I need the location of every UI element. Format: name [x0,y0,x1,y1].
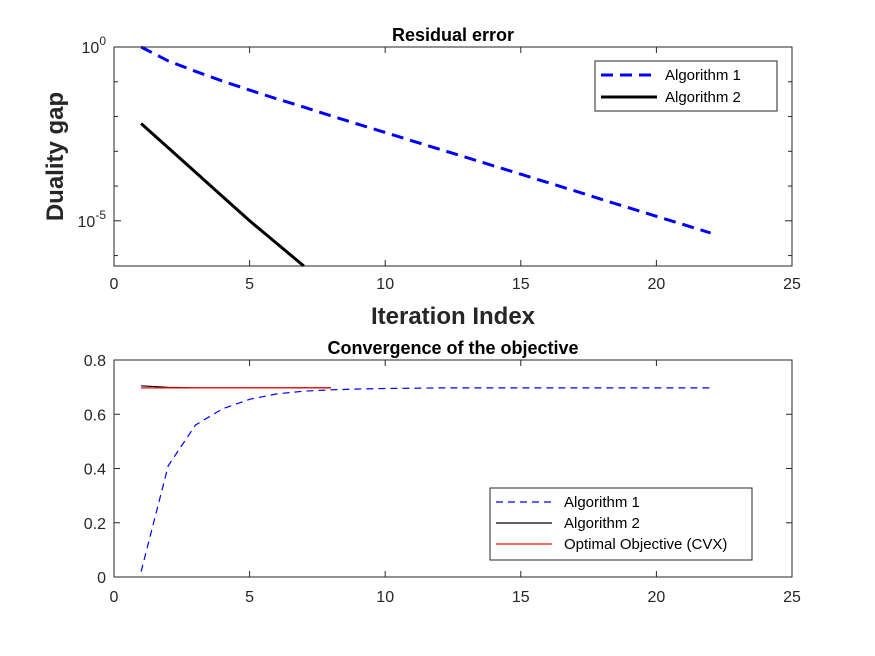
x-tick-label: 20 [648,589,666,606]
series-line-2 [140,122,305,268]
legend-box [594,60,778,112]
y-tick-label: 0.4 [84,462,106,479]
x-tick-label: 15 [512,276,530,293]
y-tick-label: 10-5 [78,208,107,231]
legend: Algorithm 1 Algorithm 2 Optimal Objective … [489,487,753,561]
x-tick-label: 25 [783,276,801,293]
legend-label: Algorithm 1 [665,67,741,84]
legend-label: Algorithm 2 [564,515,640,532]
x-tick-label: 10 [376,589,394,606]
x-tick-label: 0 [110,276,119,293]
x-tick-label: 25 [783,589,801,606]
legend: Algorithm 1 Algorithm 2 [594,60,778,112]
bottom-axes: 0 5 10 15 20 25 0 0.2 0.4 0.6 0.8 Convergence of th… [84,338,801,606]
y-tick-label: 0.8 [84,353,106,370]
y-tick-label: 0 [97,570,106,587]
y-axis-label: Duality gap [42,92,69,221]
x-tick-label: 5 [245,276,254,293]
series-line-1 [140,387,711,572]
legend-label: Optimal Objective (CVX) [564,536,727,553]
chart-title: Residual error [392,25,514,45]
x-tick-label: 0 [110,589,119,606]
y-tick-label: 0.2 [84,516,106,533]
y-tick-label: 0.6 [84,407,106,424]
legend-label: Algorithm 2 [665,89,741,106]
chart-title: Convergence of the objective [327,338,578,358]
axes-box [113,46,793,267]
x-tick-label: 10 [376,276,394,293]
x-tick-label: 20 [648,276,666,293]
x-axis-label: Iteration Index [371,303,536,330]
x-tick-label: 15 [512,589,530,606]
legend-label: Algorithm 1 [564,494,640,511]
legend-box [489,487,753,561]
y-tick-label: 100 [82,34,107,57]
x-tick-label: 5 [245,589,254,606]
top-axes: 0 5 10 15 20 25 100 10-5 Residual error Iteration… [42,25,801,330]
series-line-1 [140,45,712,235]
